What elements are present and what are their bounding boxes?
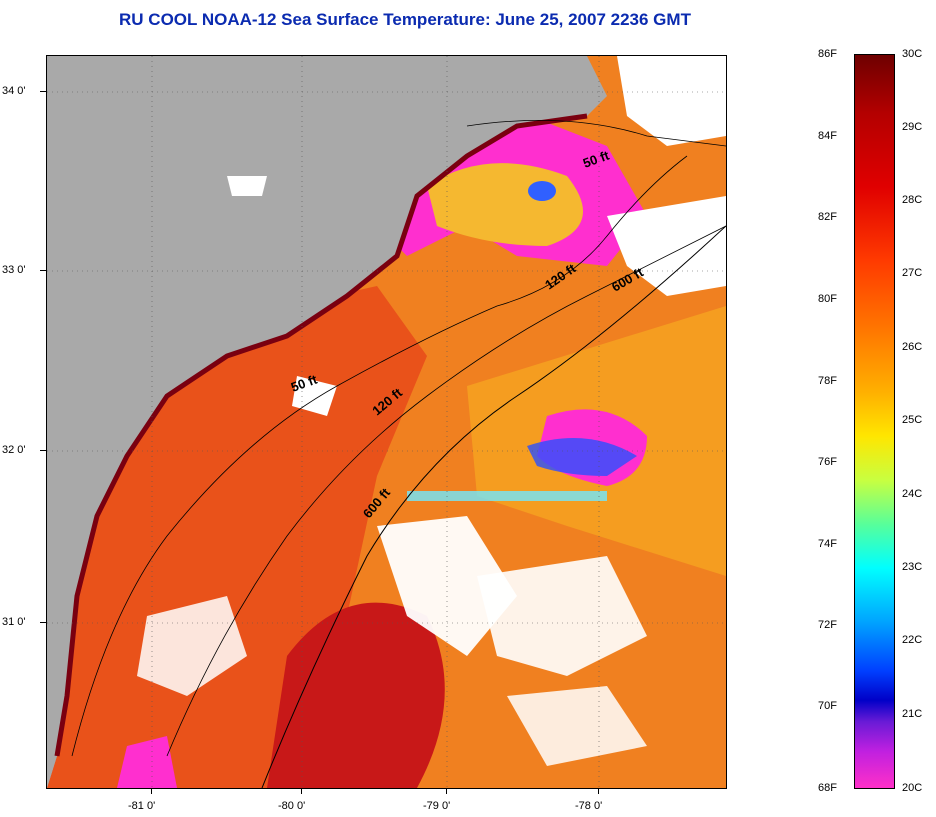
lat-label-31: 31 0' — [2, 616, 26, 628]
colorbar-f-label: 68F — [818, 782, 837, 794]
colorbar-f-label: 84F — [818, 130, 837, 142]
offshore-blue-patch — [527, 438, 637, 476]
lat-tick — [40, 270, 46, 271]
colorbar-c-label: 25C — [902, 414, 923, 426]
lon-label-78: -78 0' — [575, 800, 603, 812]
colorbar-c-label: 29C — [902, 121, 923, 133]
land-mass — [47, 56, 607, 788]
colorbar-f-label: 86F — [818, 48, 837, 60]
isobath-50ft — [71, 155, 688, 757]
cloud-patch-ne — [617, 56, 726, 146]
isobath-50ft-north — [466, 119, 726, 147]
sst-map: 50 ft 50 ft 120 ft 120 ft 600 ft 600 ft — [46, 55, 727, 789]
colorbar-c-label: 24C — [902, 488, 923, 500]
colorbar-f-label: 70F — [818, 700, 837, 712]
lon-tick — [301, 788, 302, 794]
temperature-colorbar — [854, 54, 895, 789]
isobath-120ft — [166, 225, 726, 757]
colorbar-c-label: 26C — [902, 341, 923, 353]
colorbar-c-label: 28C — [902, 194, 923, 206]
lon-tick — [598, 788, 599, 794]
colorbar-c-label: 21C — [902, 708, 923, 720]
colorbar-f-label: 72F — [818, 619, 837, 631]
map-title: RU COOL NOAA-12 Sea Surface Temperature:… — [119, 10, 691, 29]
cloud-patch-nearshore — [292, 376, 337, 416]
colorbar-c-label: 20C — [902, 782, 923, 794]
colorbar-f-label: 78F — [818, 375, 837, 387]
lat-tick — [40, 91, 46, 92]
isobath-600ft — [261, 225, 726, 788]
colorbar-c-label: 27C — [902, 267, 923, 279]
lon-label-79: -79 0' — [423, 800, 451, 812]
cloud-patch-small — [227, 176, 267, 196]
lat-label-34: 34 0' — [2, 85, 26, 97]
cold-eddy — [528, 181, 556, 201]
cloud-patch-southwest — [137, 596, 247, 696]
lon-tick — [446, 788, 447, 794]
lon-tick — [151, 788, 152, 794]
colorbar-f-label: 76F — [818, 456, 837, 468]
lat-tick — [40, 450, 46, 451]
upwelling-pink-south — [117, 736, 177, 788]
lat-tick — [40, 622, 46, 623]
colorbar-f-label: 80F — [818, 293, 837, 305]
lat-label-32: 32 0' — [2, 444, 26, 456]
colorbar-c-label: 22C — [902, 634, 923, 646]
colorbar-c-label: 23C — [902, 561, 923, 573]
cyan-filament — [407, 491, 607, 501]
lon-label-81: -81 0' — [128, 800, 156, 812]
hot-core-patch — [267, 602, 445, 788]
cloud-patch-south — [507, 686, 647, 766]
lat-label-33: 33 0' — [2, 264, 26, 276]
land-south — [47, 586, 77, 788]
colorbar-f-label: 74F — [818, 538, 837, 550]
grid-lines — [47, 56, 726, 788]
coastline — [54, 113, 588, 757]
sst-map-canvas: 50 ft 50 ft 120 ft 120 ft 600 ft 600 ft — [47, 56, 726, 788]
colorbar-f-label: 82F — [818, 211, 837, 223]
colorbar-c-label: 30C — [902, 48, 923, 60]
cloud-patch-southeast — [477, 556, 647, 676]
lon-label-80: -80 0' — [278, 800, 306, 812]
